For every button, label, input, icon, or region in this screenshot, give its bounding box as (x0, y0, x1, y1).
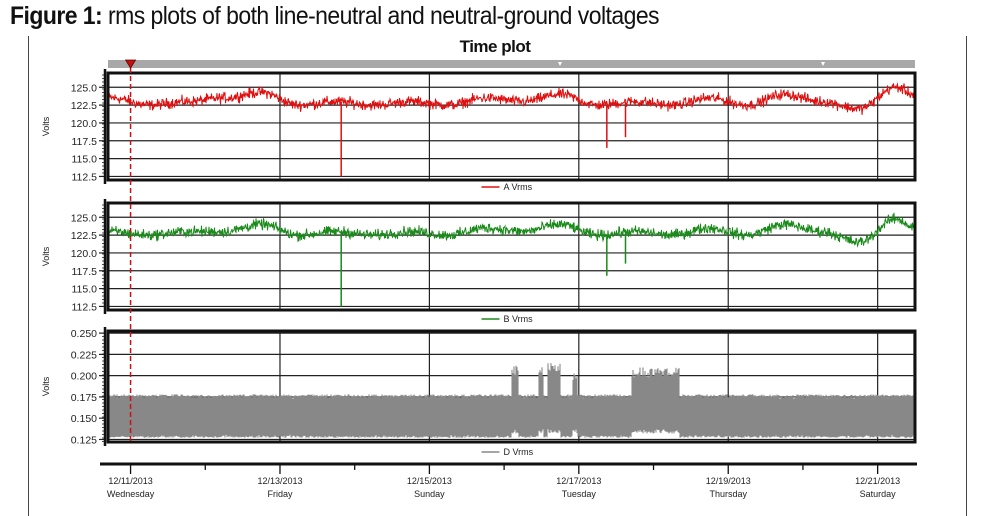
figure-caption: rms plots of both line-neutral and neutr… (108, 2, 660, 30)
y-axis-label: Volts (41, 246, 51, 266)
y-tick-label: 125.0 (71, 82, 97, 94)
x-tick-label-day: Thursday (709, 489, 747, 499)
legend: D Vrms (481, 447, 534, 457)
x-tick-label-date: 12/13/2013 (257, 476, 302, 486)
figure-frame (28, 36, 967, 516)
y-tick-label: 0.225 (71, 349, 97, 361)
y-tick-label: 0.175 (71, 392, 97, 404)
series-line-a (108, 82, 915, 115)
y-tick-label: 117.5 (72, 266, 98, 278)
plot-area (108, 73, 915, 180)
x-tick-label-day: Wednesday (107, 489, 155, 499)
y-axis-label: Volts (41, 376, 51, 396)
x-tick-label-day: Tuesday (562, 489, 597, 499)
y-tick-label: 115.0 (72, 284, 98, 296)
x-tick-label-date: 12/11/2013 (108, 476, 152, 486)
y-tick-label: 0.250 (71, 328, 97, 340)
y-tick-label: 112.5 (72, 301, 98, 313)
figure-title: Figure 1: rms plots of both line-neutral… (10, 2, 660, 31)
x-tick-label-day: Saturday (860, 489, 897, 499)
legend: A Vrms (481, 182, 533, 192)
y-tick-label: 120.0 (71, 118, 97, 130)
time-plot: Time plot 112.5 115.0 117.5 120.0 122.5 125.0… (41, 37, 917, 499)
panel-b-vrms: 112.5 115.0 117.5 120.0 122.5 125.0 Volts B Vrm… (41, 199, 917, 324)
cursor-handle-icon[interactable] (124, 59, 137, 69)
plot-area (108, 203, 915, 310)
y-tick-label: 122.5 (71, 230, 97, 242)
y-tick-label: 112.5 (72, 171, 98, 183)
y-tick-label: 122.5 (71, 100, 97, 112)
panel-a-vrms: 112.5 115.0 117.5 120.0 122.5 125.0 Volts A Vrm… (41, 69, 917, 192)
x-tick-label-date: 12/21/2013 (855, 476, 900, 486)
x-tick-label-date: 12/17/2013 (556, 476, 601, 486)
time-scrollbar[interactable] (108, 60, 915, 68)
y-tick-label: 125.0 (71, 212, 97, 224)
y-tick-label: 117.5 (72, 136, 98, 148)
panel-border (106, 329, 917, 444)
y-tick-label: 0.200 (71, 371, 97, 383)
panel-border (106, 71, 917, 182)
time-scrollbar-track[interactable] (108, 60, 915, 68)
y-tick-label: 0.125 (71, 434, 97, 446)
legend: B Vrms (481, 314, 534, 324)
legend-label: B Vrms (504, 314, 534, 324)
x-tick-label-date: 12/15/2013 (407, 476, 452, 486)
panel-d-vrms: 0.125 0.150 0.175 0.200 0.225 0.250 Volts D Vrm… (41, 327, 917, 457)
marker-icon (558, 62, 562, 66)
y-axis-label: Volts (41, 116, 51, 136)
legend-label: A Vrms (504, 182, 533, 192)
y-tick-label: 115.0 (72, 154, 98, 166)
legend-label: D Vrms (504, 447, 534, 457)
series-line-b (108, 212, 915, 248)
series-line-d (108, 333, 915, 438)
figure-label: Figure 1: (10, 2, 103, 30)
time-cursor[interactable] (124, 59, 137, 444)
x-axis: 12/11/2013 Wednesday 12/13/2013 Friday 12/15… (100, 462, 917, 499)
y-tick-label: 120.0 (71, 248, 97, 260)
panel-border (106, 201, 917, 312)
x-tick-label-day: Sunday (414, 489, 445, 499)
x-tick-label-date: 12/19/2013 (706, 476, 751, 486)
plot-title: Time plot (460, 37, 532, 56)
y-tick-label: 0.150 (71, 413, 97, 425)
x-tick-label-day: Friday (267, 489, 293, 499)
marker-icon (821, 62, 825, 66)
